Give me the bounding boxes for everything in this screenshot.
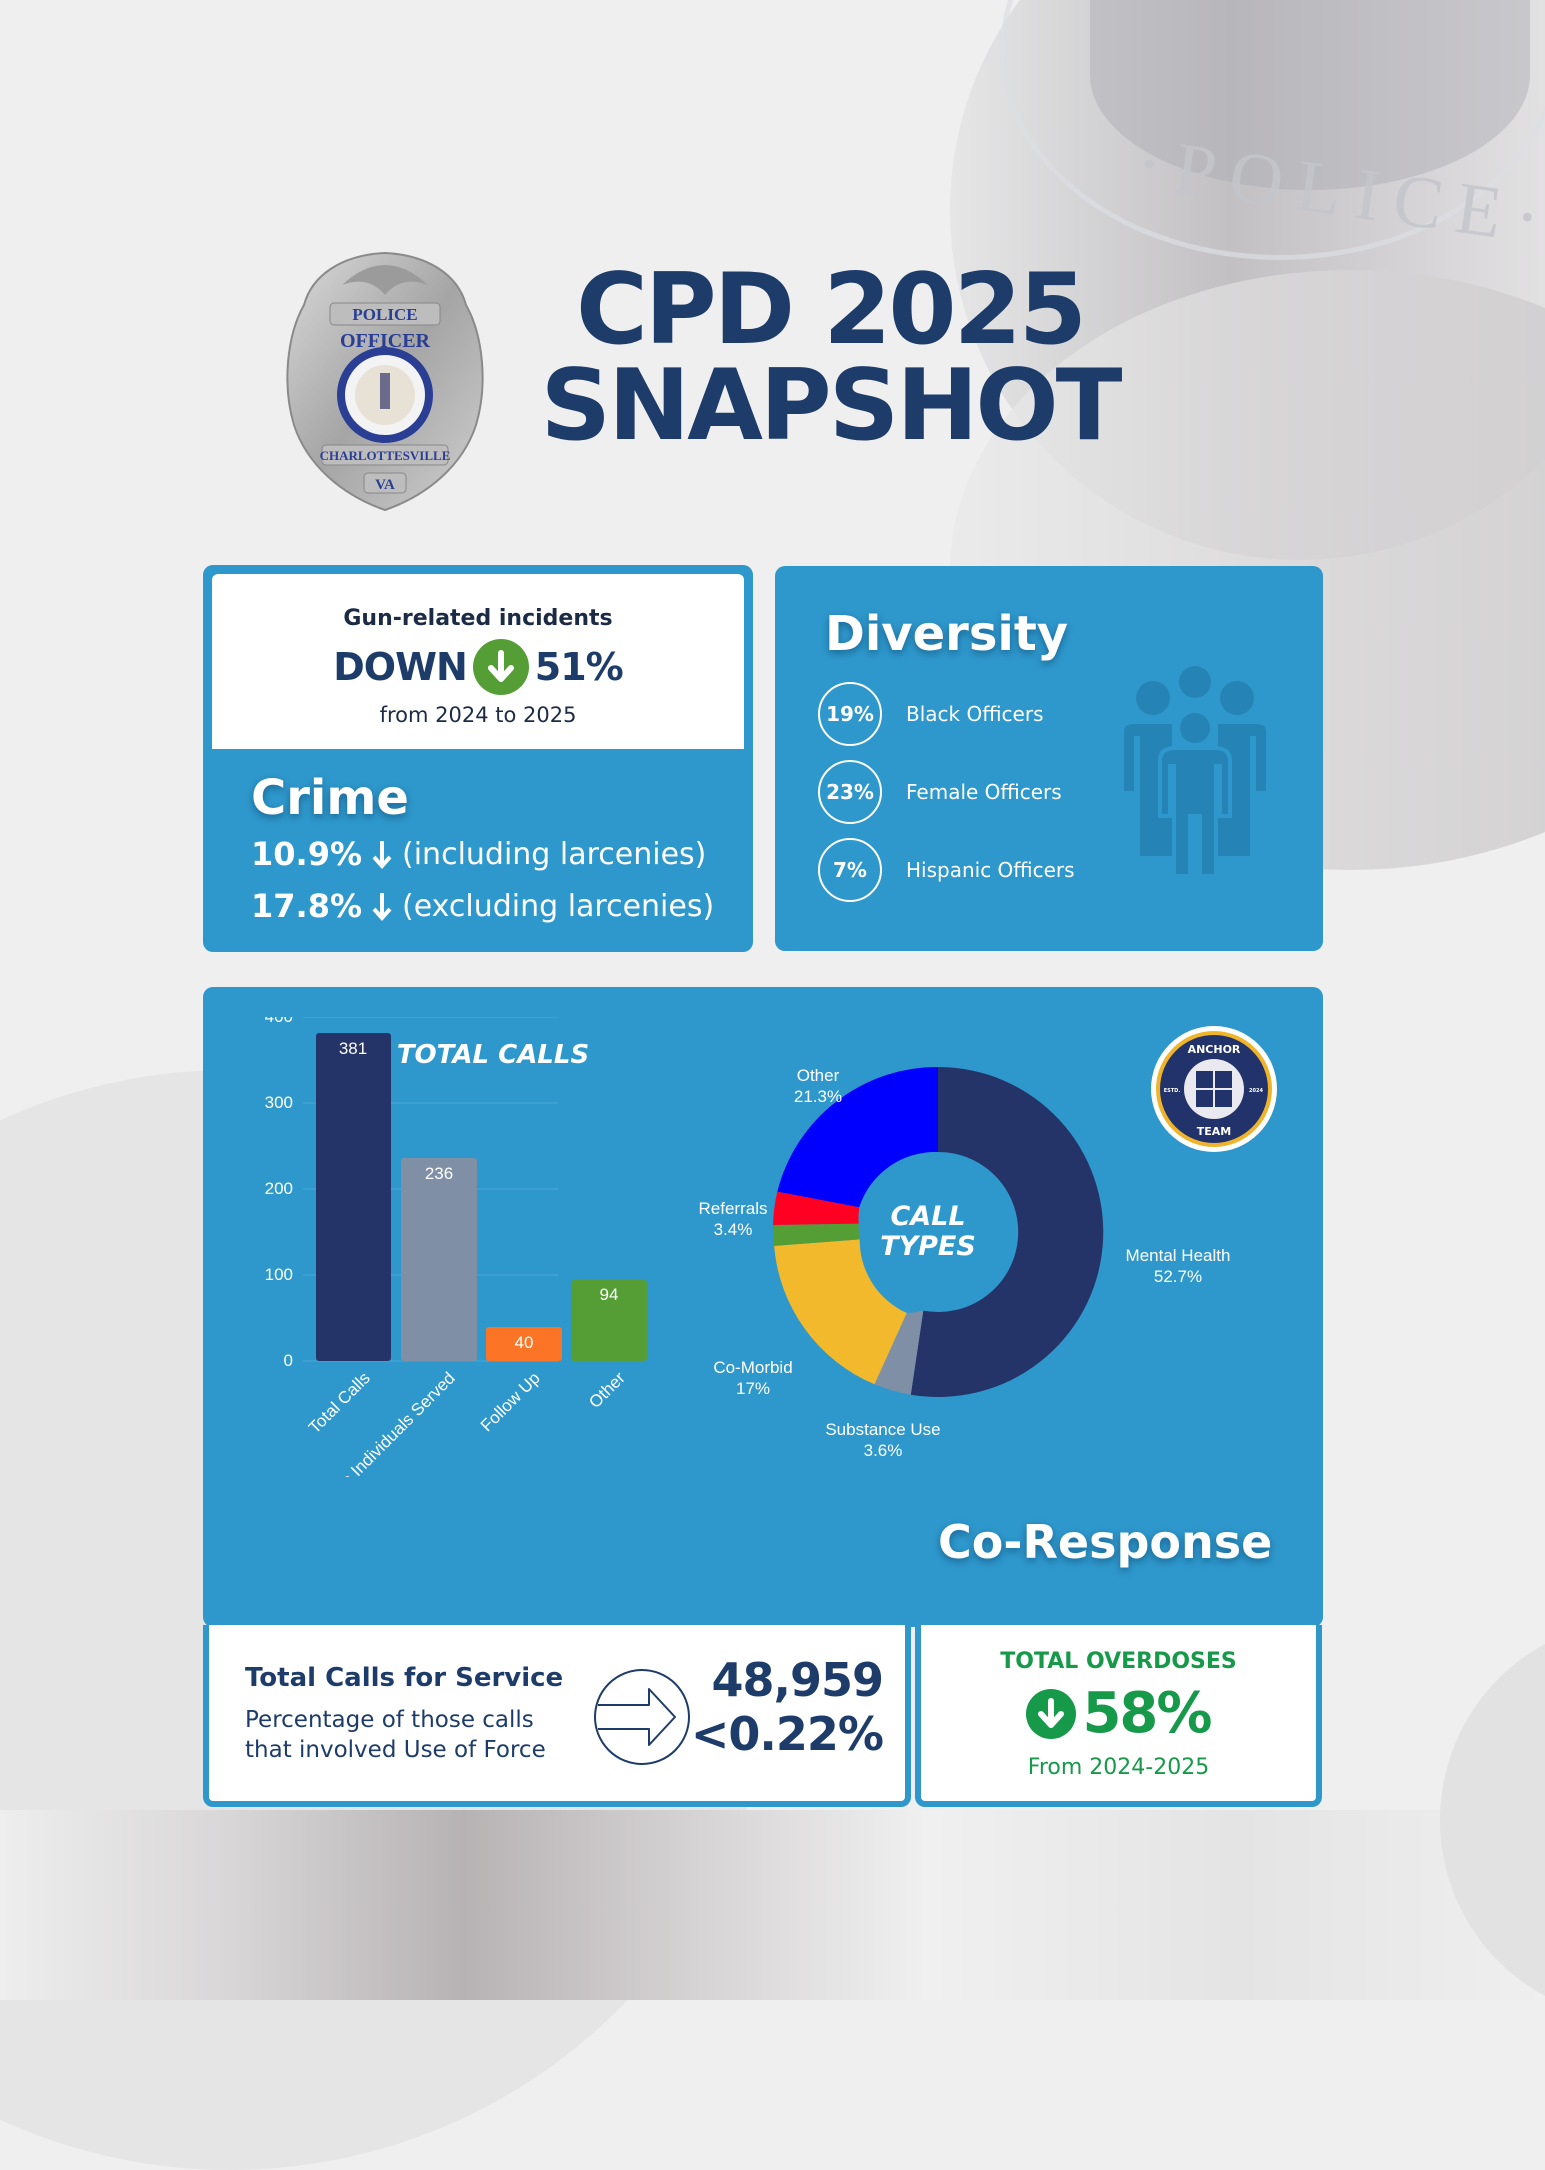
overdoses-title: TOTAL OVERDOSES	[1000, 1649, 1237, 1674]
crime-stat-including: 10.9% (including larcenies)	[251, 835, 706, 873]
page-title-line2: SNAPSHOT	[540, 349, 1122, 463]
background-shape	[0, 1810, 1545, 2000]
diversity-item: 7% Hispanic Officers	[818, 838, 1075, 902]
svg-text:2024: 2024	[1249, 1088, 1263, 1094]
page-title: CPD 2025 SNAPSHOT	[505, 253, 1155, 463]
crime-card: Gun-related incidents DOWN 51% from 2024…	[203, 565, 753, 952]
co-response-card: 0 100 200 300 400 381 236 40 94 TOTAL CA…	[203, 987, 1323, 1627]
svg-text:Total Calls: Total Calls	[305, 1368, 374, 1437]
crime-heading: Crime	[251, 770, 409, 826]
total-calls-bar-chart: 0 100 200 300 400 381 236 40 94 TOTAL CA…	[265, 1017, 647, 1477]
svg-text:ANCHOR: ANCHOR	[1188, 1043, 1241, 1056]
svg-text:VA: VA	[375, 477, 395, 493]
crime-stat-excluding: 17.8% (excluding larcenies)	[251, 887, 714, 925]
svg-text:300: 300	[265, 1093, 293, 1112]
label-co-morbid: Co-Morbid 17%	[713, 1358, 793, 1398]
label-referrals: Referrals 3.4%	[698, 1199, 768, 1239]
slice-referrals	[773, 1191, 860, 1225]
bar-unique-individuals	[401, 1158, 477, 1361]
calls-for-service-subtitle: Percentage of those calls that involved …	[245, 1707, 546, 1763]
people-group-icon	[1124, 666, 1266, 876]
gun-down-label: DOWN	[333, 645, 468, 689]
overdoses-stat: 58%	[921, 1681, 1316, 1746]
svg-text:ESTD.: ESTD.	[1164, 1088, 1181, 1094]
down-arrow-circle-icon	[472, 639, 529, 695]
crime-label: (excluding larcenies)	[402, 888, 715, 924]
svg-text:Other: Other	[585, 1368, 629, 1412]
calls-for-service-title: Total Calls for Service	[245, 1663, 564, 1693]
slice-co-morbid	[774, 1239, 907, 1385]
diversity-item: 23% Female Officers	[818, 760, 1062, 824]
calls-for-service-card: Total Calls for Service Percentage of th…	[203, 1625, 911, 1807]
gun-incidents-stat: DOWN 51%	[212, 639, 744, 695]
use-of-force-percent: <0.22%	[690, 1707, 884, 1761]
svg-text:CALL: CALL	[890, 1201, 965, 1232]
svg-text:TOTAL CALLS: TOTAL CALLS	[397, 1040, 589, 1070]
slice-other	[777, 1066, 938, 1208]
diversity-card: Diversity 19% Black Officers 23% Female …	[775, 566, 1323, 951]
diversity-percent: 7%	[818, 838, 882, 902]
diversity-label: Female Officers	[906, 780, 1062, 804]
calls-for-service-values: 48,959 <0.22%	[690, 1653, 884, 1761]
overdoses-card: TOTAL OVERDOSES 58% From 2024-2025	[915, 1625, 1322, 1807]
police-badge-logo: POLICE OFFICER CHARLOTTESVILLE VA	[286, 251, 484, 512]
svg-text:236: 236	[425, 1164, 453, 1183]
down-arrow-icon	[372, 841, 392, 869]
svg-text:40: 40	[515, 1333, 534, 1352]
bar-follow-up	[486, 1327, 562, 1361]
svg-text:CHARLOTTESVILLE: CHARLOTTESVILLE	[320, 448, 451, 463]
label-other: Other 21.3%	[793, 1066, 843, 1106]
right-arrow-circle-icon	[594, 1669, 690, 1765]
bar-total-calls	[316, 1033, 391, 1361]
label-substance-use: Substance Use 3.6%	[825, 1420, 941, 1460]
bar-other	[571, 1280, 647, 1361]
crime-value: 10.9%	[251, 835, 363, 873]
svg-text:POLICE: POLICE	[352, 305, 417, 324]
page-title-line1: CPD 2025	[576, 253, 1087, 367]
label-mental-health: Mental Health 52.7%	[1125, 1246, 1231, 1286]
gun-incidents-panel: Gun-related incidents DOWN 51% from 2024…	[212, 574, 744, 749]
gun-incidents-subtitle: from 2024 to 2025	[379, 703, 577, 727]
svg-text:200: 200	[265, 1179, 293, 1198]
diversity-label: Black Officers	[906, 702, 1044, 726]
svg-text:TEAM: TEAM	[1197, 1125, 1231, 1138]
svg-text:OFFICER: OFFICER	[340, 330, 431, 352]
svg-text:94: 94	[600, 1285, 619, 1304]
slice-mental-health	[910, 1066, 1104, 1397]
total-calls-value: 48,959	[711, 1653, 884, 1707]
svg-text:Follow Up: Follow Up	[477, 1368, 544, 1435]
crime-label: (including larcenies)	[402, 836, 707, 872]
overdoses-percent: 58%	[1082, 1681, 1212, 1746]
svg-text:381: 381	[339, 1039, 367, 1058]
call-types-donut-chart: CALL TYPES	[772, 1066, 1104, 1397]
diversity-label: Hispanic Officers	[906, 858, 1075, 882]
slice-unlabeled	[772, 1223, 860, 1246]
down-arrow-circle-icon	[1026, 1688, 1077, 1739]
down-arrow-icon	[372, 893, 392, 921]
svg-text:400: 400	[265, 1017, 293, 1026]
anchor-team-logo: ANCHOR TEAM ESTD. 2024	[1151, 1026, 1277, 1152]
slice-substance-use	[874, 1310, 924, 1395]
diversity-item: 19% Black Officers	[818, 682, 1044, 746]
crime-value: 17.8%	[251, 887, 363, 925]
diversity-percent: 19%	[818, 682, 882, 746]
diversity-percent: 23%	[818, 760, 882, 824]
gun-percent: 51%	[534, 645, 624, 689]
diversity-heading: Diversity	[825, 606, 1069, 662]
gun-incidents-title: Gun-related incidents	[343, 606, 613, 631]
svg-text:TYPES: TYPES	[880, 1231, 976, 1262]
svg-text:0: 0	[284, 1351, 293, 1370]
svg-text:100: 100	[265, 1265, 293, 1284]
overdoses-subtitle: From 2024-2025	[1027, 1755, 1210, 1780]
co-response-heading: Co-Response	[938, 1515, 1273, 1569]
